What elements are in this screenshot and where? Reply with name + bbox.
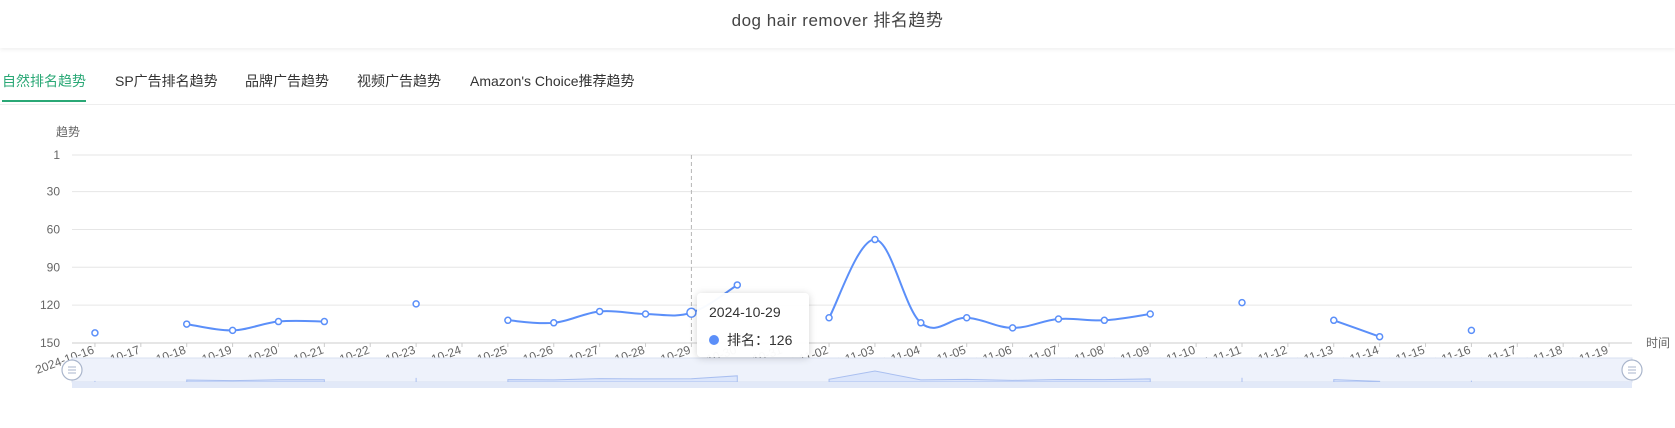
data-point <box>320 317 329 326</box>
tab-bar: 自然排名趋势 SP广告排名趋势 品牌广告趋势 视频广告趋势 Amazon's C… <box>0 60 1675 105</box>
zoom-handle-left[interactable] <box>61 359 83 381</box>
tab-amazons-choice[interactable]: Amazon's Choice推荐趋势 <box>470 73 635 89</box>
data-point <box>1330 316 1338 325</box>
series-line-segment <box>828 238 1151 329</box>
header-bar: dog hair remover 排名趋势 <box>0 0 1675 48</box>
zoom-bottom-bar <box>72 382 1632 388</box>
series-line-segment <box>186 319 325 332</box>
zoom-mini-area <box>828 370 1151 383</box>
data-point <box>1238 298 1246 307</box>
data-point <box>825 314 833 322</box>
tooltip-series-dot <box>709 335 719 345</box>
data-point <box>1146 310 1154 318</box>
data-point <box>182 320 191 328</box>
data-point <box>1054 315 1063 323</box>
zoom-handle-right[interactable] <box>1621 359 1643 381</box>
page-title: dog hair remover 排名趋势 <box>731 11 944 30</box>
y-axis-label: 趋势 <box>56 125 80 139</box>
y-tick-label: 150 <box>40 336 60 350</box>
tooltip-series-label: 排名： <box>727 332 769 348</box>
tooltip-date: 2024-10-29 <box>709 304 781 320</box>
data-point <box>641 310 650 318</box>
data-point <box>1008 324 1017 332</box>
y-tick-label: 90 <box>47 260 61 274</box>
data-point <box>595 307 604 316</box>
y-tick-label: 1 <box>53 148 60 162</box>
tab-organic-rank[interactable]: 自然排名趋势 <box>2 60 86 102</box>
rank-chart: 趋势1306090120150时间2024-10-162024-10-17202… <box>33 125 1670 388</box>
data-point <box>686 307 697 318</box>
series-line-segment <box>1333 319 1380 338</box>
data-point <box>91 329 99 337</box>
data-point <box>871 235 879 244</box>
tab-sp-ad-rank[interactable]: SP广告排名趋势 <box>115 73 218 89</box>
y-tick-label: 120 <box>40 298 60 312</box>
data-point <box>1467 326 1476 335</box>
y-tick-label: 30 <box>47 185 61 199</box>
y-tick-label: 60 <box>47 222 61 236</box>
tab-brand-ad[interactable]: 品牌广告趋势 <box>245 73 329 89</box>
chart-tooltip: 2024-10-29 排名：126 <box>697 293 809 357</box>
zoom-mini-area <box>186 379 325 383</box>
data-point <box>274 317 283 326</box>
x-axis-label: 时间 <box>1646 336 1670 350</box>
data-point <box>917 319 925 327</box>
tooltip-value: 126 <box>769 332 793 348</box>
data-point <box>733 281 742 289</box>
data-point <box>1375 332 1384 341</box>
data-point <box>228 326 237 335</box>
tab-video-ad[interactable]: 视频广告趋势 <box>357 73 441 89</box>
data-point <box>550 319 558 327</box>
tooltip-value-row: 排名：126 <box>727 330 792 350</box>
data-point <box>962 314 971 322</box>
data-point <box>504 316 512 325</box>
zoom-mini-area <box>507 375 738 383</box>
data-point <box>412 300 420 308</box>
data-point <box>1100 316 1109 325</box>
